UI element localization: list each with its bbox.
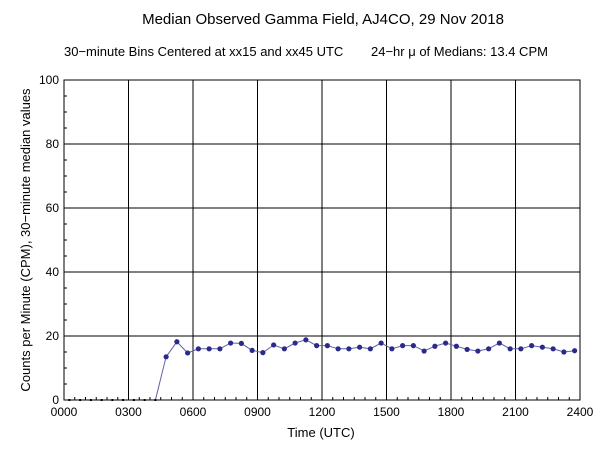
data-point — [486, 346, 492, 352]
data-point — [443, 340, 449, 346]
grid — [63, 79, 581, 401]
data-point — [529, 343, 535, 349]
data-point — [346, 346, 352, 352]
data-point — [281, 346, 287, 352]
data-point — [185, 350, 191, 356]
y-tick-label: 20 — [46, 329, 60, 343]
data-point — [357, 344, 363, 350]
data-point — [260, 350, 266, 356]
data-point — [550, 346, 556, 352]
data-point — [206, 346, 212, 352]
data-point — [572, 348, 578, 354]
chart-subtitle-right: 24−hr μ of Medians: 13.4 CPM — [371, 44, 548, 59]
data-point — [174, 339, 180, 345]
data-point — [238, 340, 244, 346]
data-point — [249, 347, 255, 353]
x-tick-label: 1800 — [438, 405, 465, 419]
chart-title: Median Observed Gamma Field, AJ4CO, 29 N… — [142, 11, 504, 28]
data-point — [217, 346, 223, 352]
x-tick-label: 2400 — [567, 405, 594, 419]
data-point — [410, 343, 416, 349]
y-axis-label: Counts per Minute (CPM), 30−minute media… — [18, 88, 33, 392]
x-axis-label: Time (UTC) — [287, 425, 354, 440]
data-point — [496, 340, 502, 346]
x-tick-label: 0300 — [115, 405, 142, 419]
data-point — [400, 343, 406, 349]
axes: 0000 0300 0600 0900 1200 1500 1800 2100 2400 0 20 4… — [39, 73, 594, 419]
x-tick-label: 0600 — [180, 405, 207, 419]
data-point — [228, 340, 234, 346]
series-layer — [68, 337, 578, 401]
data-point — [195, 346, 201, 352]
data-point — [539, 344, 545, 350]
data-point — [475, 348, 481, 354]
x-tick-label: 2100 — [502, 405, 529, 419]
data-point — [507, 346, 513, 352]
data-point — [367, 346, 373, 352]
data-point — [432, 343, 438, 349]
x-tick-label: 0900 — [244, 405, 271, 419]
data-point — [163, 354, 169, 360]
data-point — [378, 340, 384, 346]
data-point — [389, 346, 395, 352]
data-point — [303, 337, 309, 343]
y-tick-label: 40 — [46, 265, 60, 279]
data-point — [292, 340, 298, 346]
data-point — [453, 343, 459, 349]
x-tick-label: 1500 — [373, 405, 400, 419]
y-tick-label: 0 — [52, 393, 59, 407]
data-point — [561, 349, 567, 355]
data-point — [314, 343, 320, 349]
y-tick-label: 60 — [46, 201, 60, 215]
data-point — [421, 348, 427, 354]
data-point — [335, 346, 341, 352]
data-point — [271, 342, 277, 348]
y-tick-label: 80 — [46, 137, 60, 151]
chart-subtitle-left: 30−minute Bins Centered at xx15 and xx45… — [64, 44, 343, 59]
data-point — [464, 346, 470, 353]
data-point — [518, 346, 524, 352]
x-tick-label: 1200 — [309, 405, 336, 419]
y-tick-label: 100 — [39, 73, 59, 87]
data-point — [324, 343, 330, 349]
x-tick-label: 0000 — [51, 405, 78, 419]
